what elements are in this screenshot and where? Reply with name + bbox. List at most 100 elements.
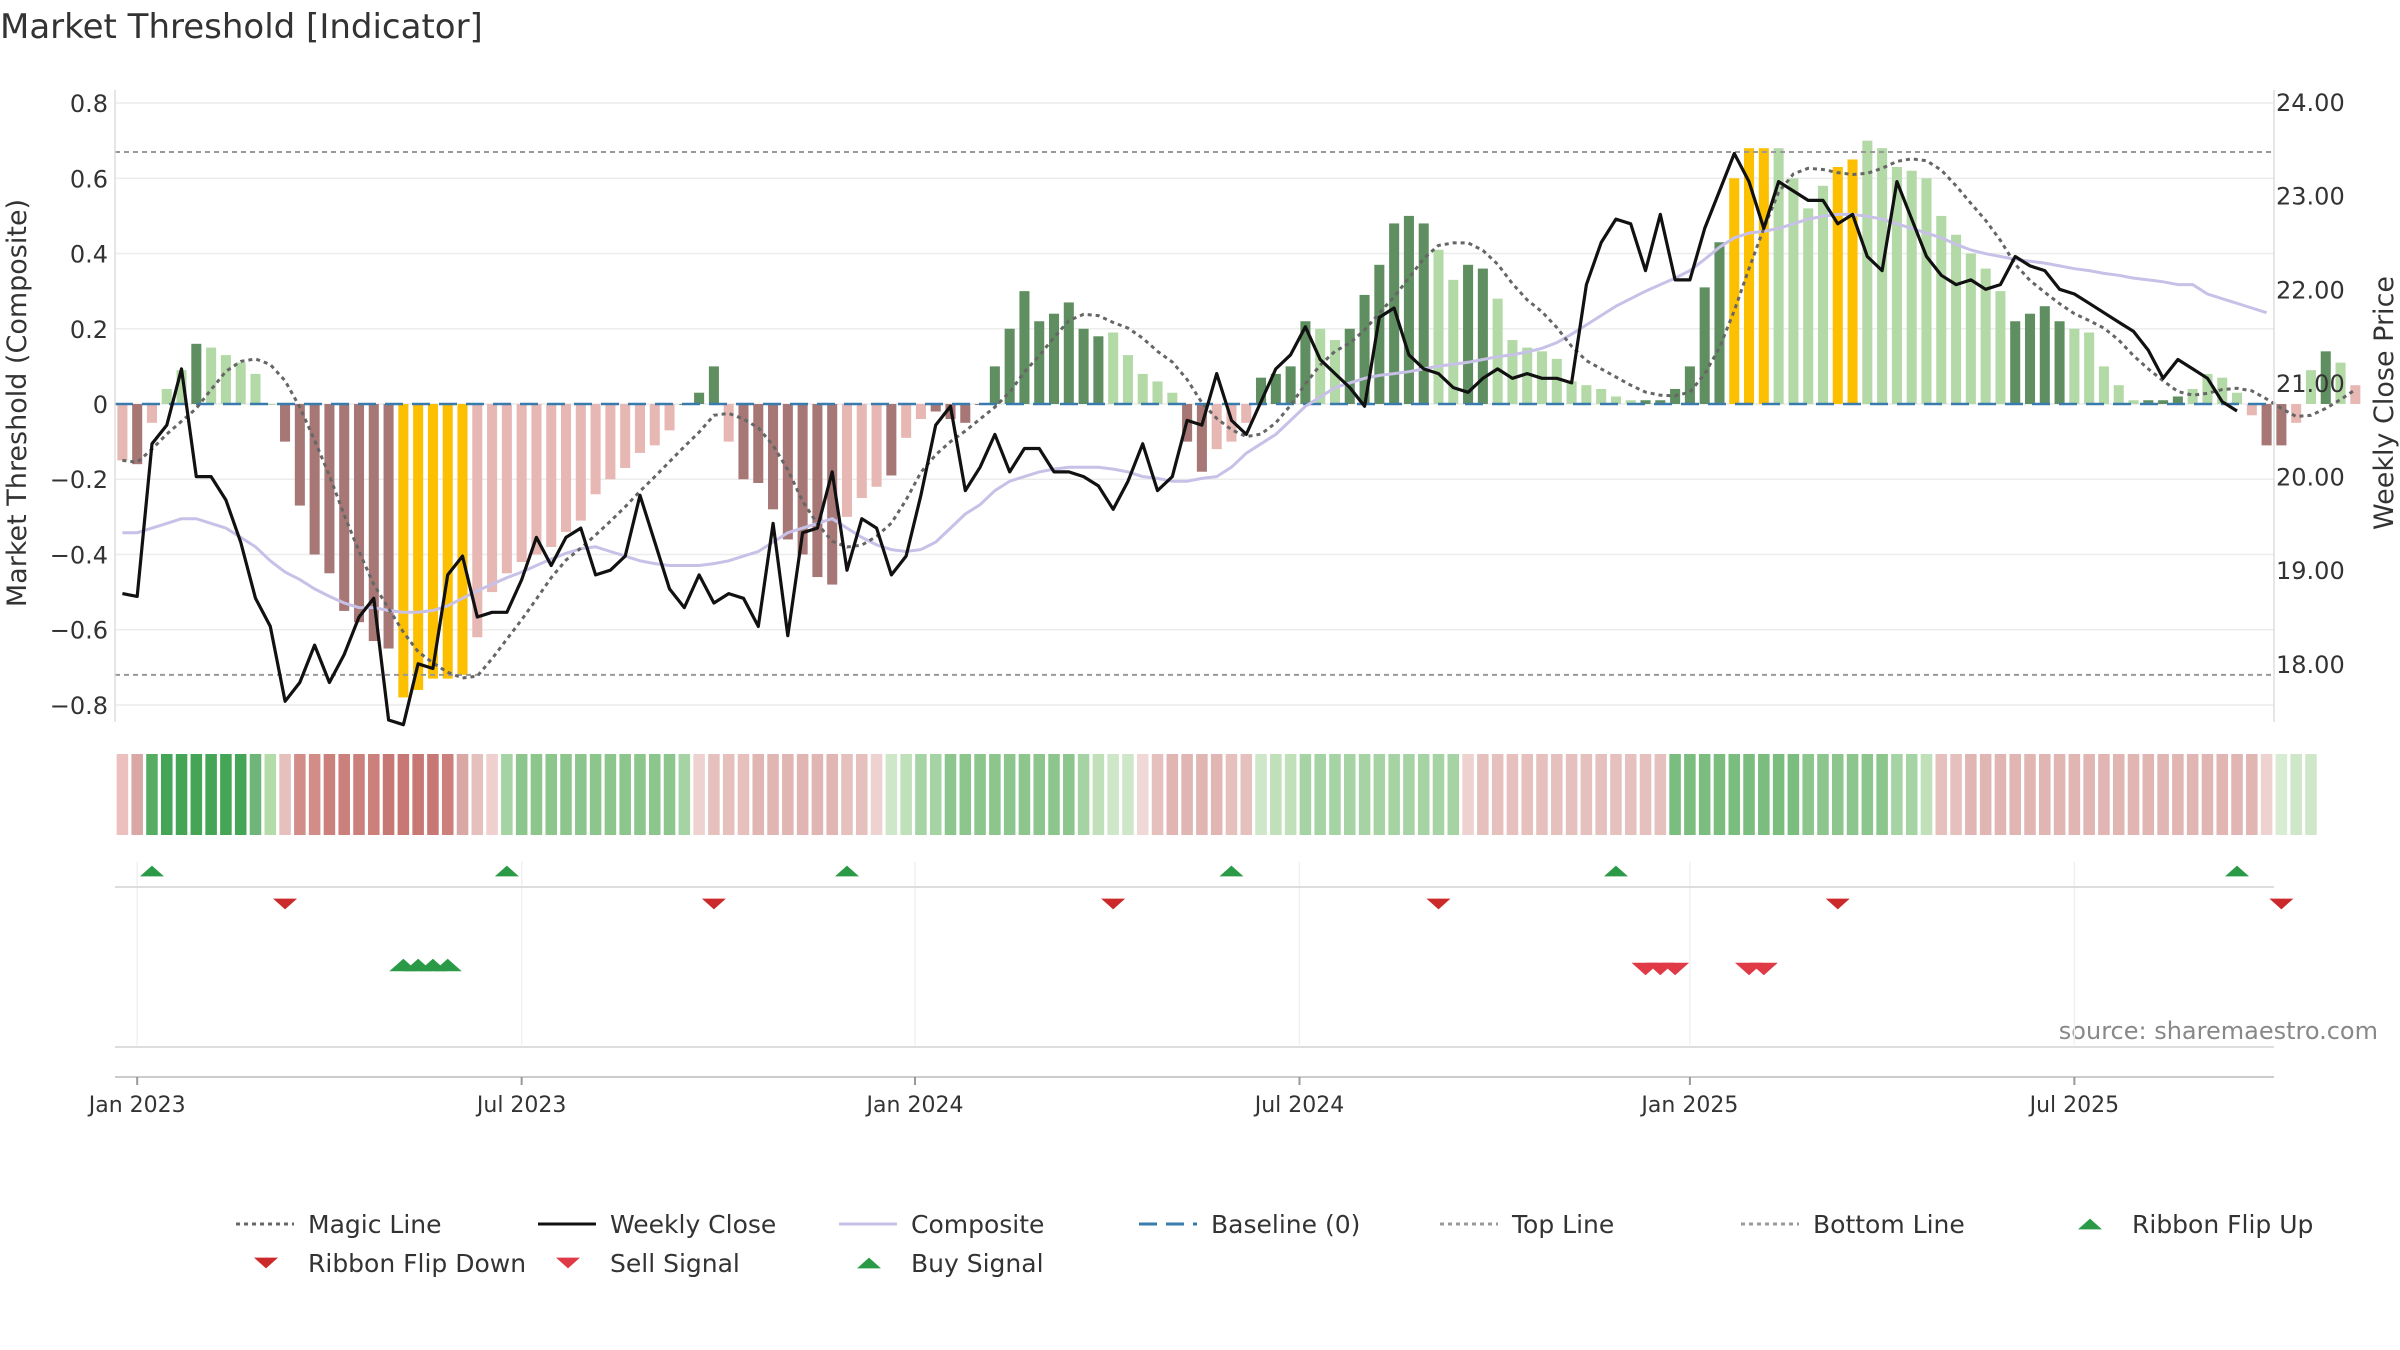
composite-bar	[1300, 321, 1311, 404]
ribbon-cell	[560, 754, 572, 835]
ribbon-cell	[1181, 754, 1193, 835]
chart-title: Market Threshold [Indicator]	[0, 7, 483, 47]
ribbon-cell	[1462, 754, 1474, 835]
composite-bar	[1936, 215, 1947, 404]
composite-bar	[427, 404, 438, 679]
weekly-close-line	[122, 151, 2238, 727]
x-tick-label: Jan 2024	[865, 1093, 964, 1118]
composite-bar	[1241, 404, 1252, 423]
composite-bar	[339, 404, 350, 611]
ribbon-strip	[116, 754, 2317, 835]
composite-bar	[206, 347, 217, 404]
ribbon-cell	[427, 754, 439, 835]
composite-bar	[1980, 268, 1991, 404]
y-tick-label: 0	[93, 391, 108, 419]
ribbon-cell	[368, 754, 380, 835]
ribbon-cell	[249, 754, 262, 835]
composite-bar	[989, 366, 1000, 404]
ribbon-cell	[1772, 754, 1785, 835]
composite-bar	[930, 404, 941, 412]
ribbon-cell	[1624, 754, 1637, 835]
ribbon-cell	[1491, 754, 1504, 835]
composite-bar	[1714, 242, 1725, 404]
ribbon-cell	[900, 754, 912, 835]
composite-bar	[220, 355, 231, 404]
legend-marker	[2078, 1218, 2102, 1230]
ribbon-cell	[1196, 754, 1208, 835]
ribbon-flip-down-marker	[701, 898, 726, 910]
composite-bar	[117, 404, 128, 461]
ribbon-cell	[412, 754, 424, 835]
composite-bar	[442, 404, 453, 679]
composite-bar	[1167, 392, 1178, 404]
composite-bar	[1004, 328, 1015, 404]
x-tick-label: Jan 2025	[1639, 1093, 1738, 1118]
ribbon-cell	[634, 754, 646, 835]
y-tick-label: 0.4	[70, 241, 108, 269]
composite-bar	[1063, 302, 1074, 404]
signal-rows	[115, 862, 2294, 1048]
composite-bar	[1048, 313, 1060, 404]
ribbon-cell	[929, 754, 942, 835]
ribbon-cell	[2039, 754, 2051, 835]
composite-bar	[2261, 404, 2272, 446]
legend-marker	[254, 1257, 278, 1269]
composite-bar	[1344, 328, 1355, 404]
ribbon-cell	[175, 754, 188, 835]
composite-bar	[1891, 167, 1902, 404]
ribbon-cell	[456, 754, 469, 835]
composite-bar	[1034, 321, 1045, 404]
ribbon-cell	[2009, 754, 2021, 835]
ribbon-cell	[1270, 754, 1282, 835]
composite-bar	[1108, 332, 1119, 404]
legend-marker	[556, 1257, 580, 1269]
composite-bar	[1729, 178, 1740, 404]
ribbon-cell	[1210, 754, 1223, 835]
y-tick-label: −0.8	[50, 692, 108, 720]
composite-bar	[1122, 355, 1133, 404]
y2-tick-label: 24.00	[2276, 89, 2345, 117]
ribbon-cell	[220, 754, 232, 835]
ribbon-cell	[1802, 754, 1814, 835]
ribbon-flip-up-marker	[1219, 865, 1244, 877]
y2-tick-label: 20.00	[2276, 464, 2345, 492]
composite-bar	[2143, 400, 2154, 404]
ribbon-cell	[1920, 754, 1933, 835]
composite-bar	[620, 404, 631, 468]
legend-label: Ribbon Flip Down	[308, 1249, 526, 1278]
legend-label: Ribbon Flip Up	[2132, 1210, 2313, 1239]
composite-bar	[1610, 396, 1621, 404]
ribbon-cell	[1891, 754, 1903, 835]
ribbon-cell	[160, 754, 173, 835]
composite-bar	[161, 388, 172, 404]
series-lines	[122, 151, 2357, 727]
ribbon-cell	[515, 754, 528, 835]
ribbon-cell	[1787, 754, 1800, 835]
ribbon-cell	[1033, 754, 1045, 835]
buy-signal-marker	[433, 958, 462, 972]
composite-bar	[1862, 140, 1873, 404]
ribbon-cell	[1743, 754, 1755, 835]
composite-bar	[2084, 332, 2095, 404]
composite-bar	[1522, 347, 1533, 404]
ribbon-cell	[619, 754, 631, 835]
ribbon-cell	[1417, 754, 1430, 835]
composite-bar	[915, 404, 926, 420]
ribbon-cell	[1136, 754, 1149, 835]
ribbon-flip-down-marker	[2269, 898, 2294, 910]
composite-bar	[2202, 373, 2213, 404]
composite-bar	[1877, 148, 1888, 404]
ribbon-cell	[989, 754, 1001, 835]
ribbon-cell	[2024, 754, 2036, 835]
composite-bar	[1211, 404, 1222, 450]
composite-bar	[1507, 340, 1518, 404]
composite-bar	[1640, 400, 1651, 404]
ribbon-cell	[1122, 754, 1134, 835]
composite-bar	[2350, 385, 2361, 404]
ribbon-cell	[1344, 754, 1356, 835]
ribbon-flip-up-marker	[834, 865, 859, 877]
composite-bar	[176, 370, 187, 404]
composite-bar	[191, 343, 202, 404]
ribbon-cell	[708, 754, 720, 835]
ribbon-cell	[397, 754, 410, 835]
